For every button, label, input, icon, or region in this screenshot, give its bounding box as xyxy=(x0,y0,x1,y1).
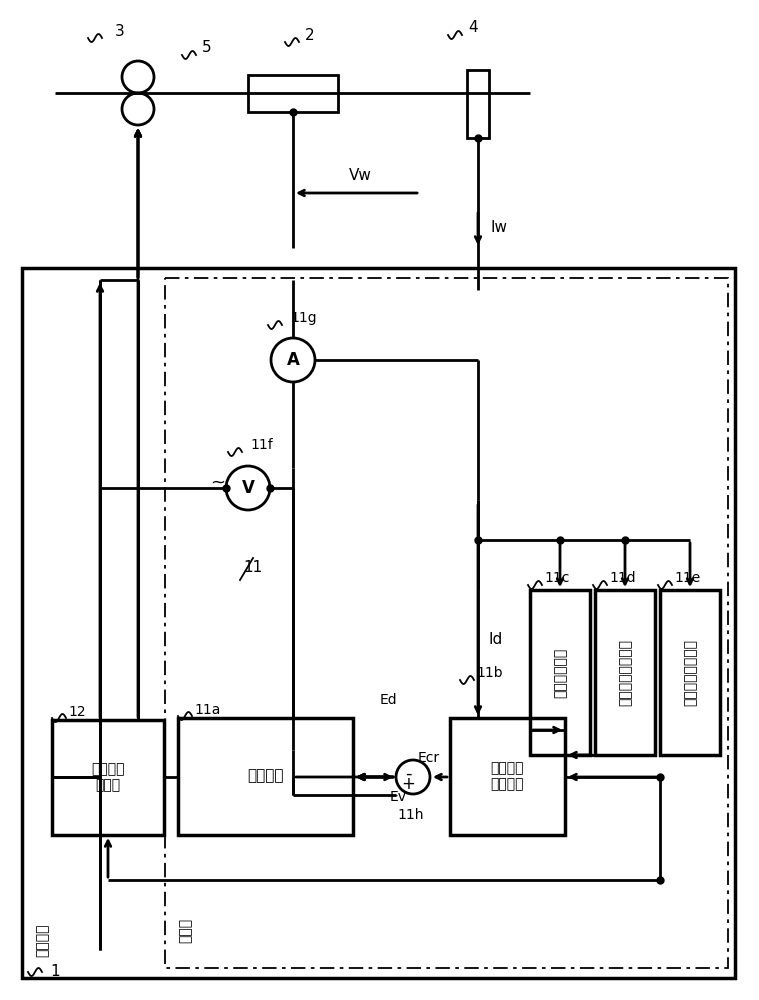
Text: 11: 11 xyxy=(243,560,263,576)
Bar xyxy=(595,590,655,755)
Bar xyxy=(22,268,735,978)
Text: 11h: 11h xyxy=(397,808,424,822)
Text: 11d: 11d xyxy=(609,571,635,585)
Text: 11c: 11c xyxy=(544,571,569,585)
Bar xyxy=(248,75,338,112)
Bar xyxy=(467,70,489,138)
Text: Iw: Iw xyxy=(490,221,507,235)
Circle shape xyxy=(226,466,270,510)
Bar xyxy=(530,590,590,755)
Text: A: A xyxy=(287,351,300,369)
Text: Ecr: Ecr xyxy=(418,751,440,765)
Circle shape xyxy=(271,338,315,382)
Text: 11g: 11g xyxy=(290,311,317,325)
Text: V: V xyxy=(241,479,254,497)
Text: 11b: 11b xyxy=(476,666,502,680)
Bar xyxy=(450,718,565,835)
Text: 进给速度
控制部: 进给速度 控制部 xyxy=(91,762,124,792)
Bar xyxy=(660,590,720,755)
Text: 电源电路: 电源电路 xyxy=(247,768,283,784)
Bar xyxy=(178,718,353,835)
Bar xyxy=(165,278,728,968)
Text: 3: 3 xyxy=(115,24,125,39)
Text: 平均电流设定电路: 平均电流设定电路 xyxy=(683,639,697,706)
Text: 11f: 11f xyxy=(250,438,272,452)
Text: 电源部: 电源部 xyxy=(178,917,192,943)
Text: ~: ~ xyxy=(210,474,225,492)
Text: 5: 5 xyxy=(202,40,212,55)
Text: 11a: 11a xyxy=(194,703,220,717)
Text: Vw: Vw xyxy=(348,168,371,183)
Text: +: + xyxy=(401,775,415,793)
Text: 频率设定电路: 频率设定电路 xyxy=(553,647,567,698)
Text: 输出电压
设定电路: 输出电压 设定电路 xyxy=(490,761,524,791)
Text: Ed: Ed xyxy=(380,693,398,707)
Text: -: - xyxy=(405,765,411,783)
Text: Ev: Ev xyxy=(390,790,407,804)
Text: 电流振幅设定电路: 电流振幅设定电路 xyxy=(618,639,632,706)
Text: Id: Id xyxy=(488,633,502,648)
Text: 12: 12 xyxy=(68,705,86,719)
Text: 1: 1 xyxy=(50,964,60,980)
Text: 2: 2 xyxy=(305,27,315,42)
Circle shape xyxy=(122,61,154,93)
Bar xyxy=(52,720,164,835)
Text: 焊接装置: 焊接装置 xyxy=(35,923,49,957)
Text: 11e: 11e xyxy=(674,571,701,585)
Circle shape xyxy=(396,760,430,794)
Text: 4: 4 xyxy=(468,20,478,35)
Circle shape xyxy=(122,93,154,125)
